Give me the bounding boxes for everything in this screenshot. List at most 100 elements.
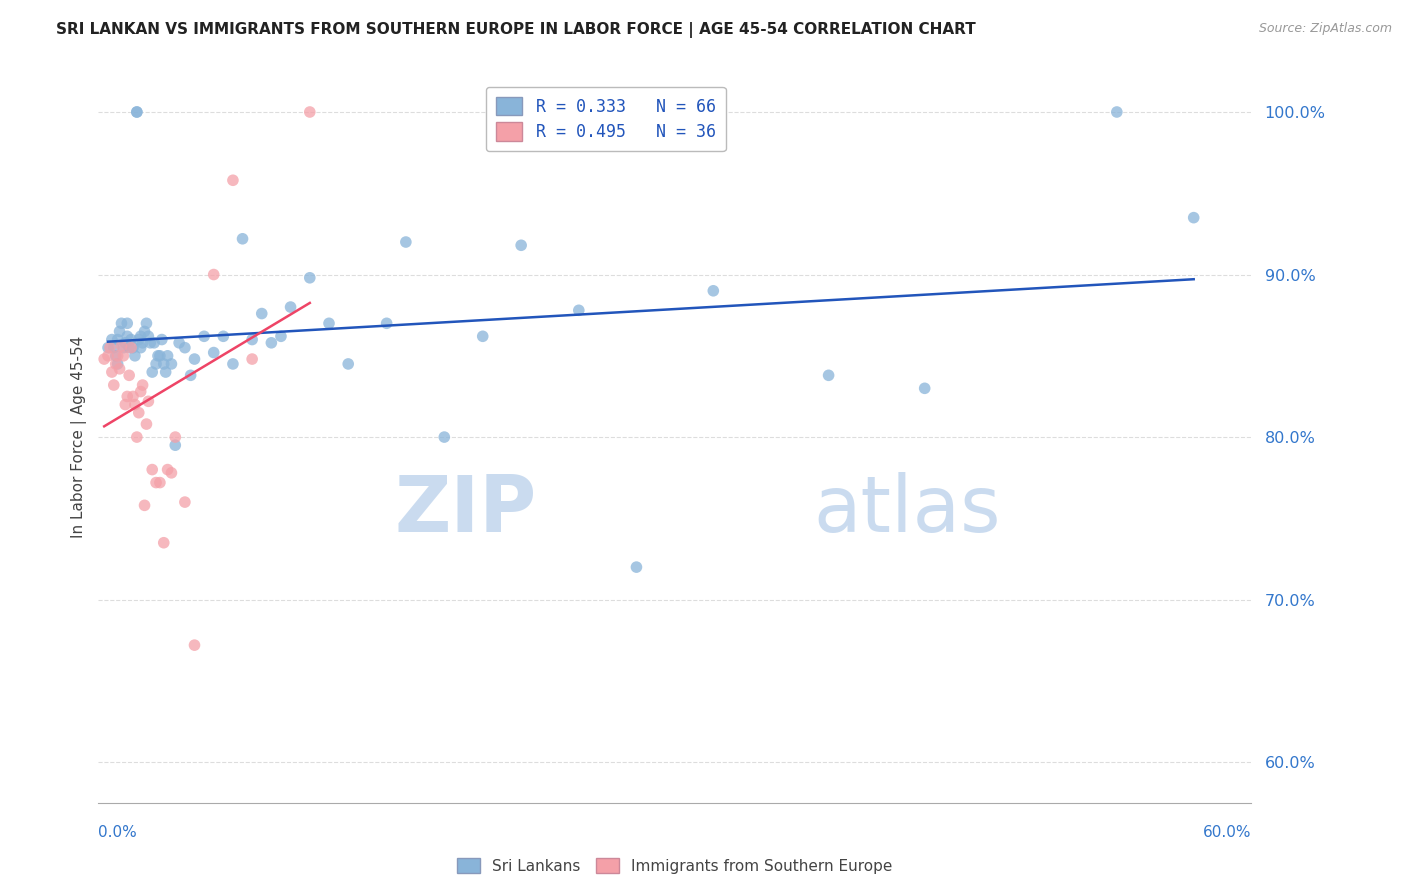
Point xyxy=(152,535,174,549)
Point xyxy=(114,398,136,412)
Point xyxy=(337,357,360,371)
Point xyxy=(150,333,173,347)
Point xyxy=(124,398,146,412)
Point xyxy=(128,333,150,347)
Point xyxy=(914,381,936,395)
Text: ZIP: ZIP xyxy=(394,472,537,549)
Point xyxy=(143,335,166,350)
Point xyxy=(395,235,418,249)
Point xyxy=(471,329,494,343)
Point xyxy=(131,335,153,350)
Point xyxy=(117,389,138,403)
Point xyxy=(120,341,142,355)
Point xyxy=(98,341,121,355)
Point xyxy=(103,341,125,355)
Point xyxy=(193,329,215,343)
Point xyxy=(139,335,162,350)
Point xyxy=(134,499,156,513)
Legend: Sri Lankans, Immigrants from Southern Europe: Sri Lankans, Immigrants from Southern Eu… xyxy=(451,852,898,880)
Y-axis label: In Labor Force | Age 45-54: In Labor Force | Age 45-54 xyxy=(72,336,87,538)
Point xyxy=(141,462,163,476)
Point xyxy=(240,352,263,367)
Point xyxy=(97,341,120,355)
Point xyxy=(298,105,321,120)
Point xyxy=(165,438,187,452)
Point xyxy=(117,316,138,330)
Point xyxy=(626,560,648,574)
Point xyxy=(129,341,152,355)
Point xyxy=(433,430,456,444)
Point xyxy=(145,475,167,490)
Point xyxy=(222,173,245,187)
Point xyxy=(112,349,135,363)
Point xyxy=(165,430,187,444)
Point xyxy=(110,339,132,353)
Point xyxy=(112,341,135,355)
Point xyxy=(93,352,115,367)
Point xyxy=(138,329,160,343)
Point xyxy=(222,357,245,371)
Point xyxy=(118,368,141,383)
Point xyxy=(174,341,197,355)
Point xyxy=(107,349,129,363)
Point xyxy=(240,333,263,347)
Point xyxy=(702,284,724,298)
Point xyxy=(108,325,131,339)
Legend: R = 0.333   N = 66, R = 0.495   N = 36: R = 0.333 N = 66, R = 0.495 N = 36 xyxy=(485,87,725,151)
Point xyxy=(104,349,127,363)
Point xyxy=(122,389,145,403)
Point xyxy=(101,333,124,347)
Point xyxy=(231,232,254,246)
Point xyxy=(131,378,153,392)
Point xyxy=(202,345,225,359)
Point xyxy=(124,349,146,363)
Point xyxy=(108,361,131,376)
Point xyxy=(318,316,340,330)
Text: 60.0%: 60.0% xyxy=(1204,825,1251,840)
Point xyxy=(270,329,292,343)
Point xyxy=(568,303,591,318)
Point xyxy=(1105,105,1128,120)
Point xyxy=(156,349,179,363)
Point xyxy=(149,475,172,490)
Point xyxy=(101,365,124,379)
Point xyxy=(135,417,157,431)
Point xyxy=(146,349,169,363)
Point xyxy=(129,384,152,399)
Point xyxy=(114,335,136,350)
Point xyxy=(145,357,167,371)
Point xyxy=(180,368,202,383)
Point xyxy=(160,466,183,480)
Point xyxy=(104,357,127,371)
Point xyxy=(107,357,129,371)
Point xyxy=(117,329,138,343)
Point xyxy=(183,638,205,652)
Point xyxy=(152,357,174,371)
Point xyxy=(167,335,190,350)
Point xyxy=(174,495,197,509)
Point xyxy=(135,316,157,330)
Point xyxy=(817,368,839,383)
Point xyxy=(97,349,120,363)
Point xyxy=(103,378,125,392)
Point xyxy=(125,105,148,120)
Point xyxy=(138,394,160,409)
Point xyxy=(107,333,129,347)
Point xyxy=(260,335,283,350)
Point xyxy=(110,316,132,330)
Point xyxy=(129,329,152,343)
Point xyxy=(156,462,179,476)
Point xyxy=(128,406,150,420)
Point xyxy=(155,365,177,379)
Point xyxy=(280,300,302,314)
Point xyxy=(122,341,145,355)
Point xyxy=(183,352,205,367)
Point xyxy=(118,341,141,355)
Point xyxy=(510,238,533,252)
Point xyxy=(125,430,148,444)
Text: SRI LANKAN VS IMMIGRANTS FROM SOUTHERN EUROPE IN LABOR FORCE | AGE 45-54 CORRELA: SRI LANKAN VS IMMIGRANTS FROM SOUTHERN E… xyxy=(56,22,976,38)
Text: Source: ZipAtlas.com: Source: ZipAtlas.com xyxy=(1258,22,1392,36)
Point xyxy=(250,307,273,321)
Text: atlas: atlas xyxy=(813,472,1001,549)
Text: 0.0%: 0.0% xyxy=(98,825,138,840)
